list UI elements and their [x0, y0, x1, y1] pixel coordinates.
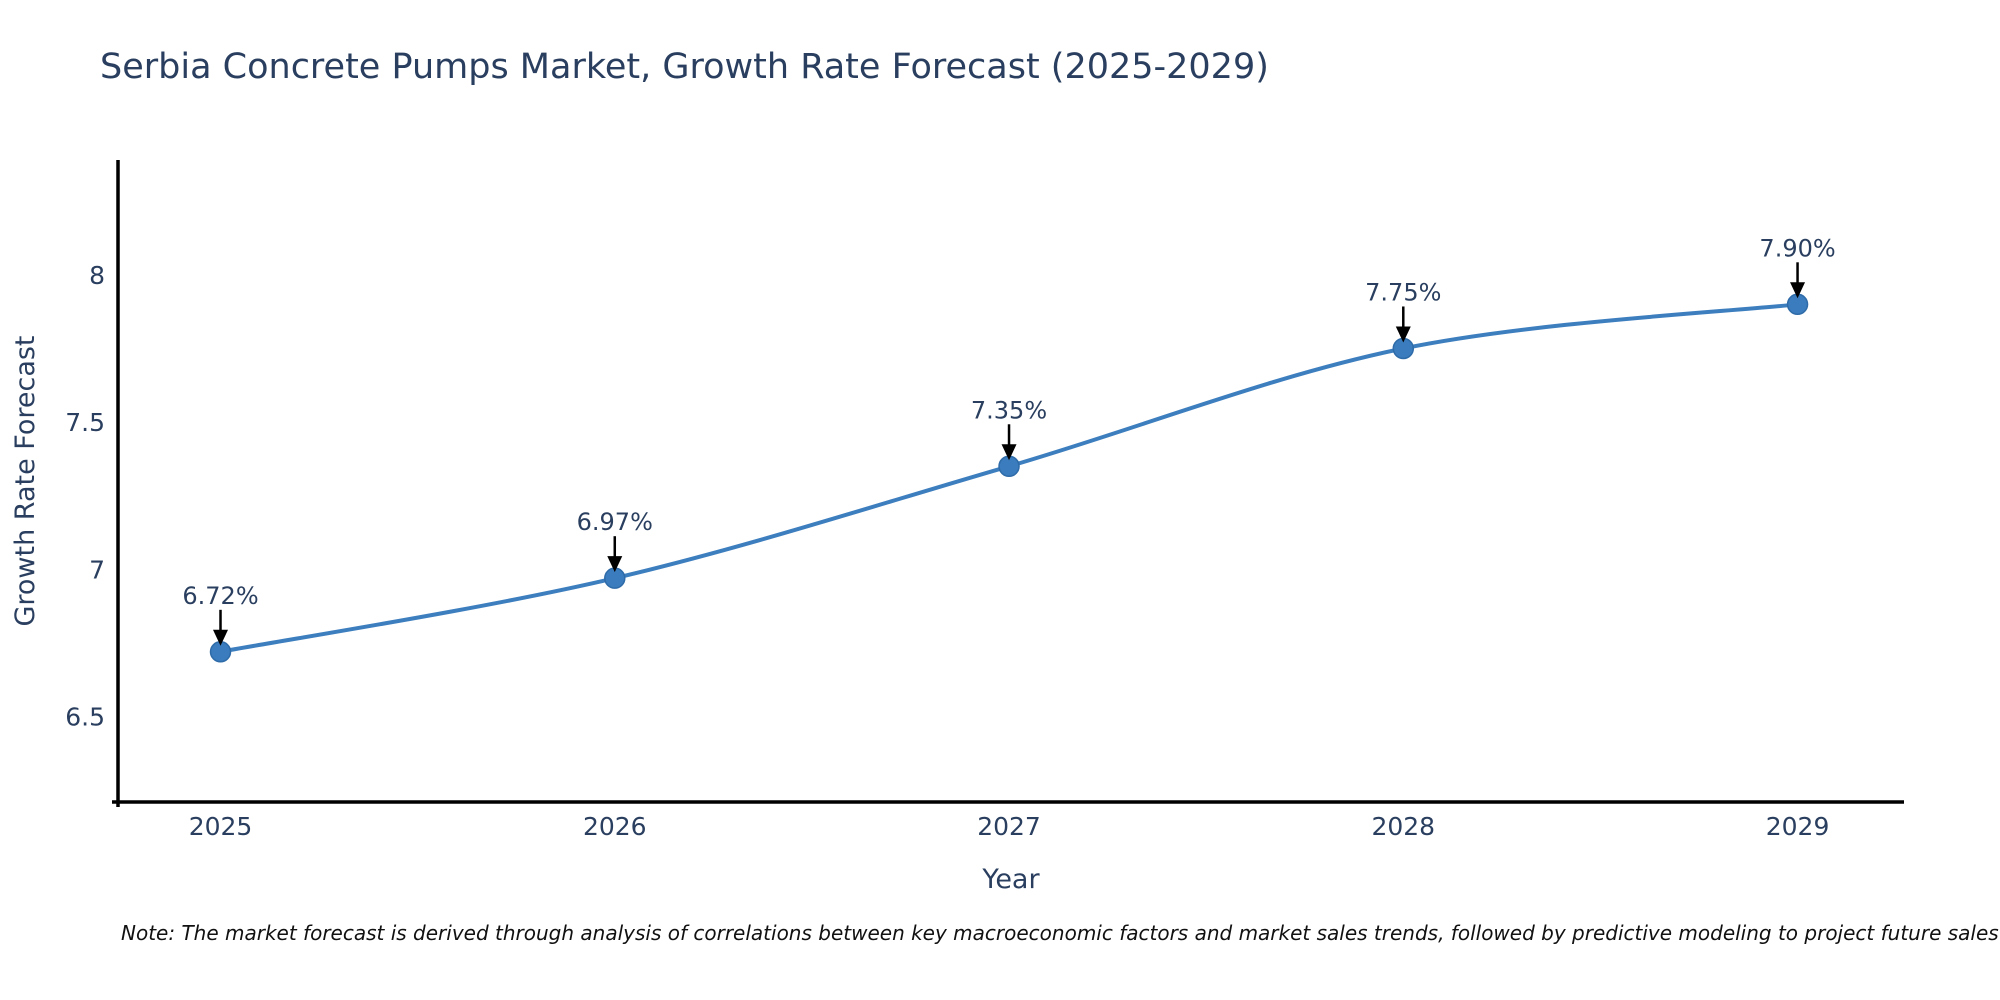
data-point-label: 6.72% [182, 582, 258, 610]
x-axis-title: Year [981, 864, 1040, 895]
x-tick-label: 2026 [583, 812, 647, 841]
annotation-arrow-head [1790, 282, 1806, 299]
annotation-arrow-head [607, 556, 623, 573]
data-point-label: 7.75% [1365, 278, 1441, 306]
y-tick-label: 7 [89, 555, 105, 584]
annotation-arrow-head [1395, 326, 1411, 343]
x-tick-label: 2027 [977, 812, 1041, 841]
data-point-label: 7.90% [1759, 234, 1835, 262]
trend-line [218, 302, 1800, 654]
data-point-label: 6.97% [577, 508, 653, 536]
y-tick-label: 6.5 [65, 703, 105, 732]
y-axis-title: Growth Rate Forecast [10, 335, 41, 626]
annotation-arrow-head [1001, 444, 1017, 461]
plot-area: 6.5 7 7.5 8 2025 2026 2027 2028 2029 6.72% 6.97% 7.… [65, 160, 1904, 841]
annotation-arrow-head [213, 629, 229, 646]
data-point-label: 7.35% [971, 396, 1047, 424]
x-tick-label: 2028 [1371, 812, 1435, 841]
y-tick-label: 7.5 [65, 408, 105, 437]
chart-title: Serbia Concrete Pumps Market, Growth Rat… [100, 47, 1269, 87]
y-tick-label: 8 [89, 261, 105, 290]
footnote: Note: The market forecast is derived thr… [121, 921, 1999, 945]
x-tick-label: 2029 [1766, 812, 1830, 841]
x-tick-label: 2025 [189, 812, 253, 841]
